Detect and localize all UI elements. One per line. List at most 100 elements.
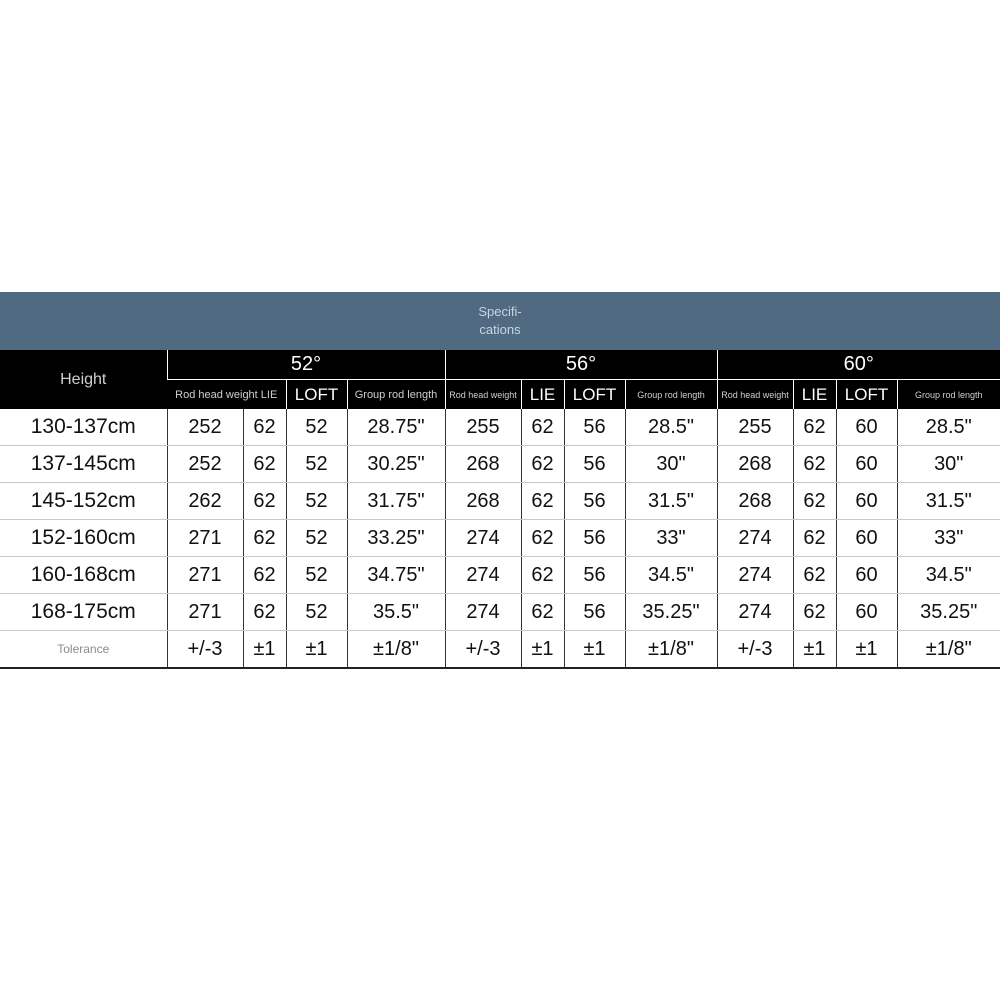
table-cell: 56	[564, 556, 626, 594]
row-height-label: 168-175cm	[0, 593, 168, 631]
tolerance-cell: ±1	[243, 630, 287, 669]
angle-header-52: 52°	[166, 350, 445, 380]
table-cell: 30"	[897, 445, 1000, 483]
table-cell: 62	[521, 556, 565, 594]
subheader-rod-head-weight: Rod head weight	[716, 379, 793, 409]
table-cell: 62	[521, 593, 565, 631]
table-cell: 62	[243, 519, 287, 557]
row-height-label: 152-160cm	[0, 519, 168, 557]
table-cell: 52	[286, 445, 348, 483]
table-cell: 31.5"	[897, 482, 1000, 520]
table-cell: 60	[836, 556, 898, 594]
row-height-label: 160-168cm	[0, 556, 168, 594]
table-cell: 255	[445, 409, 522, 446]
table-cell: 28.75"	[347, 409, 446, 446]
table-cell: 262	[167, 482, 244, 520]
angle-header-row: Height 52° 56° 60°	[0, 350, 1000, 409]
subheader-lie: LIE	[520, 379, 564, 409]
table-cell: 56	[564, 409, 626, 446]
tolerance-cell: ±1	[793, 630, 837, 669]
table-cell: 62	[793, 556, 837, 594]
table-row: 130-137cm 252 62 52 28.75" 255 62 56 28.5" 255 62 6…	[0, 409, 1000, 446]
table-cell: 62	[521, 482, 565, 520]
tolerance-cell: +/-3	[717, 630, 794, 669]
table-cell: 62	[521, 409, 565, 446]
table-cell: 33"	[625, 519, 718, 557]
table-cell: 56	[564, 519, 626, 557]
table-cell: 52	[286, 556, 348, 594]
subheader-group-rod-length: Group rod length	[896, 379, 1000, 409]
table-cell: 52	[286, 409, 348, 446]
tolerance-row: Tolerance +/-3 ±1 ±1 ±1/8" +/-3 ±1 ±1 ±1/8" +/-3 ±…	[0, 630, 1000, 669]
table-cell: 62	[243, 409, 287, 446]
table-cell: 274	[717, 593, 794, 631]
table-cell: 62	[521, 519, 565, 557]
tolerance-cell: ±1/8"	[347, 630, 446, 669]
table-cell: 31.5"	[625, 482, 718, 520]
table-cell: 52	[286, 482, 348, 520]
table-cell: 274	[445, 556, 522, 594]
banner-title: Specifi- cations	[478, 304, 522, 337]
subheader-loft: LOFT	[563, 379, 625, 409]
table-cell: 31.75"	[347, 482, 446, 520]
angle-header-60: 60°	[716, 350, 1000, 380]
table-cell: 255	[717, 409, 794, 446]
table-cell: 28.5"	[625, 409, 718, 446]
row-height-label: 130-137cm	[0, 409, 168, 446]
table-cell: 56	[564, 445, 626, 483]
table-cell: 60	[836, 519, 898, 557]
table-cell: 56	[564, 482, 626, 520]
table-cell: 268	[717, 445, 794, 483]
tolerance-cell: ±1	[286, 630, 348, 669]
table-cell: 56	[564, 593, 626, 631]
table-cell: 62	[243, 556, 287, 594]
table-cell: 60	[836, 482, 898, 520]
table-cell: 271	[167, 556, 244, 594]
table-cell: 52	[286, 519, 348, 557]
table-cell: 35.25"	[897, 593, 1000, 631]
subheader-rod-head-weight: Rod head weight	[444, 379, 521, 409]
tolerance-cell: ±1/8"	[625, 630, 718, 669]
height-header: Height	[0, 350, 167, 409]
table-row: 152-160cm 271 62 52 33.25" 274 62 56 33" 274 62 60 3…	[0, 519, 1000, 557]
table-cell: 268	[717, 482, 794, 520]
table-body: 130-137cm 252 62 52 28.75" 255 62 56 28.5" 255 62 6…	[0, 409, 1000, 669]
subheader-row: Rod head weight LIE LOFT Group rod lengt…	[0, 379, 1000, 409]
tolerance-cell: ±1	[521, 630, 565, 669]
table-cell: 62	[793, 482, 837, 520]
table-cell: 30.25"	[347, 445, 446, 483]
subheader-lie: LIE	[792, 379, 836, 409]
subheader-rod-head-weight-lie: Rod head weight LIE	[167, 379, 286, 409]
table-cell: 60	[836, 593, 898, 631]
table-cell: 62	[243, 593, 287, 631]
table-cell: 268	[445, 445, 522, 483]
table-cell: 62	[243, 482, 287, 520]
table-cell: 252	[167, 409, 244, 446]
table-cell: 252	[167, 445, 244, 483]
table-cell: 33"	[897, 519, 1000, 557]
specifications-banner: Specifi- cations	[0, 292, 1000, 350]
table-cell: 35.5"	[347, 593, 446, 631]
tolerance-cell: +/-3	[167, 630, 244, 669]
table-cell: 274	[445, 593, 522, 631]
table-cell: 271	[167, 593, 244, 631]
specifications-table: Height 52° 56° 60° Rod head weight LIE L…	[0, 350, 1000, 669]
subheader-loft: LOFT	[285, 379, 347, 409]
table-cell: 274	[717, 556, 794, 594]
subheader-loft: LOFT	[835, 379, 897, 409]
tolerance-cell: +/-3	[445, 630, 522, 669]
table-cell: 274	[445, 519, 522, 557]
table-cell: 34.5"	[897, 556, 1000, 594]
table-row: 137-145cm 252 62 52 30.25" 268 62 56 30" 268 62 60 3…	[0, 445, 1000, 483]
subheader-group-rod-length: Group rod length	[624, 379, 717, 409]
table-cell: 34.5"	[625, 556, 718, 594]
table-cell: 30"	[625, 445, 718, 483]
table-row: 145-152cm 262 62 52 31.75" 268 62 56 31.5" 268 62 6…	[0, 482, 1000, 520]
angle-header-56: 56°	[444, 350, 717, 380]
table-cell: 62	[243, 445, 287, 483]
table-cell: 62	[793, 409, 837, 446]
subheader-group-rod-length: Group rod length	[346, 379, 445, 409]
tolerance-label: Tolerance	[0, 630, 168, 669]
tolerance-cell: ±1	[836, 630, 898, 669]
table-cell: 62	[521, 445, 565, 483]
